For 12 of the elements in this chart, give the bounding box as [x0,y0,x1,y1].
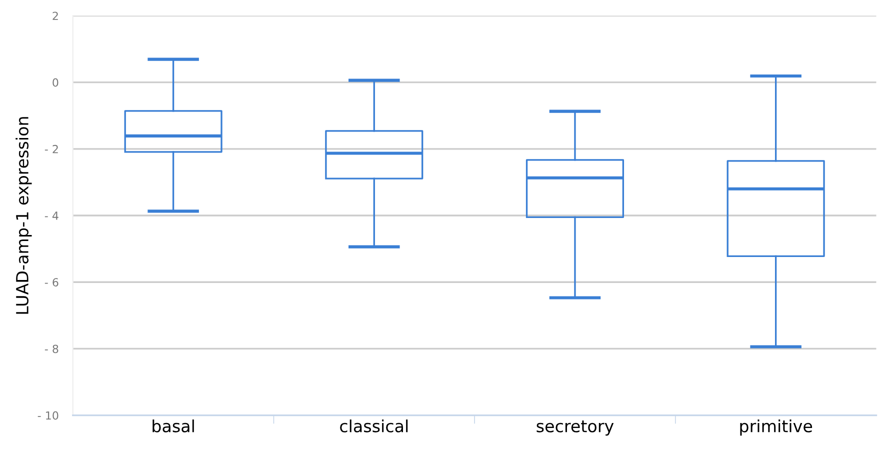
x-tick-label: basal [152,419,194,432]
x-tick-label: classical [340,419,408,432]
y-axis-title: LUAD-amp-1 expression [16,117,32,314]
y-tick-label: 2 [52,12,58,20]
x-tick-label: secretory [536,420,614,436]
y-tick-label: - 2 [44,144,58,154]
y-tick-label: - 6 [44,278,58,286]
y-tick-label: - 10 [38,411,58,420]
y-tick-label: - 8 [44,344,58,354]
y-tick-label: - 4 [44,212,58,220]
x-tick-label: primitive [740,419,812,436]
y-tick-label: 0 [52,78,58,87]
